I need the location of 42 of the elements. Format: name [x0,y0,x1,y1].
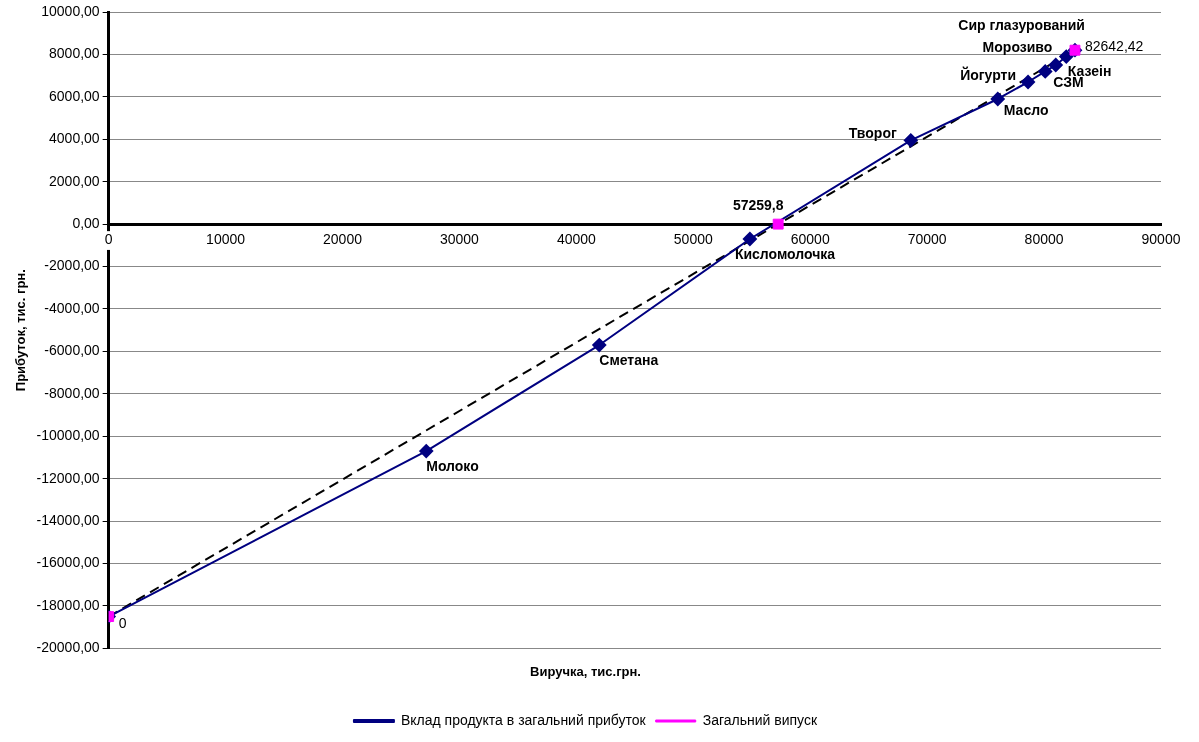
x-tick-label: 0 [104,231,113,248]
annotation: Морозиво [982,39,1053,56]
y-tick-label: 2000,00 [49,172,100,189]
y-tick-label: -6000,00 [44,342,100,359]
legend-label: Вклад продукта в загальний прибуток [400,711,647,728]
y-tick-label: -20000,00 [36,639,100,656]
x-tick-label: 20000 [323,231,363,248]
annotation: Масло [1003,101,1049,118]
y-tick-label: -10000,00 [36,427,100,444]
y-tick-label: -18000,00 [36,596,100,613]
x-tick-label: 60000 [790,231,830,248]
y-tick-label: -2000,00 [44,257,100,274]
legend-label: Загальний випуск [702,711,818,728]
y-axis-title: Прибуток, тис. грн. [13,269,29,392]
annotation: Кисломолочка [734,245,836,262]
x-tick-label: 90000 [1141,231,1181,248]
x-tick-label: 80000 [1024,231,1064,248]
x-tick-label: 10000 [206,231,246,248]
x-tick-label: 40000 [556,231,597,248]
annotation: 82642,42 [1084,38,1144,55]
y-tick-label: -8000,00 [44,384,100,401]
annotation: 0 [118,615,127,632]
y-tick-label: -12000,00 [36,469,100,486]
x-tick-label: 30000 [439,231,480,248]
x-axis-title: Виручка, тис.грн. [530,664,641,680]
y-tick-label: 0,00 [72,214,100,231]
y-tick-label: 4000,00 [49,130,100,147]
y-tick-label: -14000,00 [36,511,100,528]
annotation: Творог [848,125,897,142]
annotation: Сир глазурований [958,17,1085,34]
annotation: Сметана [599,351,659,368]
y-tick-label: -4000,00 [44,299,100,316]
y-tick-label: 8000,00 [49,45,100,62]
x-tick-label: 50000 [673,231,713,248]
x-tick-label: 70000 [907,231,947,248]
annotation: Йогурти [960,65,1017,83]
y-tick-label: -16000,00 [36,554,100,571]
y-tick-label: 6000,00 [49,87,100,104]
annotation: Молоко [426,457,479,474]
annotation: Казеін [1067,62,1112,79]
y-tick-label: 10000,00 [41,2,100,19]
annotation: 57259,8 [732,196,784,213]
